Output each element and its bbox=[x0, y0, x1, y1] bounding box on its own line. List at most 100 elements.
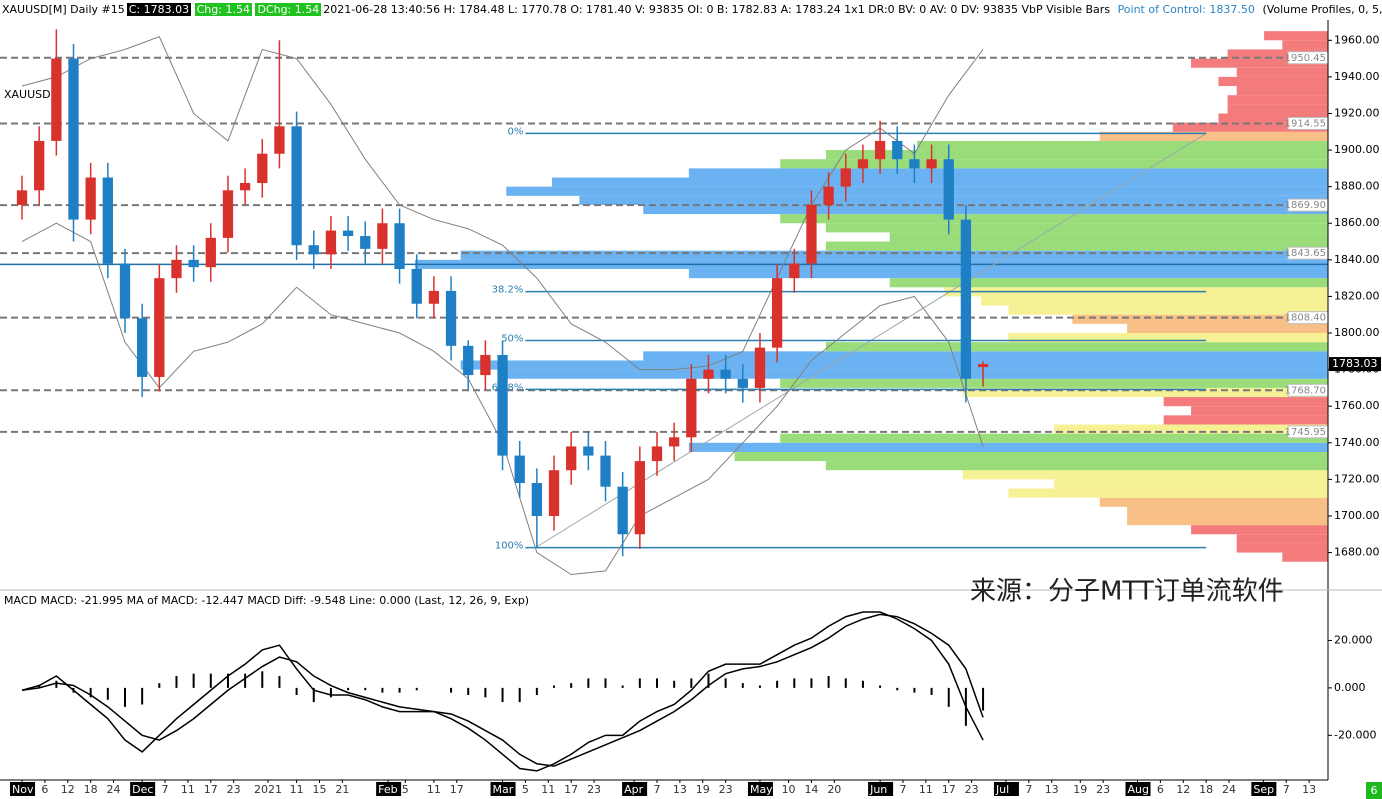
watermark: 来源：分子MTT订单流软件 bbox=[970, 577, 1284, 607]
fib-label: 38.2% bbox=[492, 285, 524, 296]
volume-profile-bar bbox=[1282, 552, 1328, 562]
y-tick-label: 1800.00 bbox=[1334, 326, 1380, 339]
candle-body bbox=[651, 446, 663, 462]
volume-profile-bar bbox=[1218, 113, 1328, 123]
volume-profile-bar bbox=[506, 186, 1328, 196]
candle-body bbox=[137, 318, 148, 377]
volume-profile-bar bbox=[780, 159, 1328, 169]
volume-profile-bar bbox=[1099, 497, 1328, 507]
volume-profile-bar bbox=[1236, 86, 1328, 96]
volume-profile-bar bbox=[1008, 488, 1328, 498]
candle-body bbox=[51, 58, 62, 141]
x-tick-label: 15 bbox=[312, 783, 326, 796]
corner-badge-box bbox=[1366, 782, 1382, 799]
x-month-box bbox=[130, 782, 156, 796]
volume-profile-bar bbox=[825, 461, 1328, 471]
x-tick-label: 6 bbox=[41, 783, 48, 796]
candle-body bbox=[445, 290, 457, 346]
x-tick-label: 14 bbox=[804, 783, 818, 796]
x-tick-label: 23 bbox=[227, 783, 241, 796]
x-tick-label: 10 bbox=[782, 783, 796, 796]
chg-box: Chg: 1.54 bbox=[194, 3, 252, 16]
x-tick-label: 7 bbox=[653, 783, 660, 796]
y-tick-label: 20.000 bbox=[1334, 633, 1373, 646]
candle-body bbox=[480, 354, 491, 376]
candle-body bbox=[943, 159, 954, 220]
x-month-box bbox=[376, 782, 402, 796]
candle-body bbox=[669, 437, 680, 447]
candle-body bbox=[205, 237, 216, 268]
volume-profile-bar bbox=[688, 268, 1328, 279]
x-tick-label: 19 bbox=[696, 783, 710, 796]
level-label: 1808.40 bbox=[1285, 313, 1326, 324]
macd-line bbox=[21, 611, 984, 772]
stats: 2021-06-28 13:40:56 H: 1784.48 L: 1770.7… bbox=[323, 3, 1111, 16]
candle-body bbox=[926, 159, 937, 169]
poc-label: Point of Control: 1837.50 bbox=[1117, 3, 1255, 16]
volume-profile-bar bbox=[780, 214, 1328, 224]
x-tick-label: 23 bbox=[965, 783, 979, 796]
x-tick-label: Aug bbox=[1128, 783, 1149, 796]
level-label: 1843.65 bbox=[1285, 248, 1326, 259]
x-month-box bbox=[1125, 782, 1151, 796]
fib-label: 100% bbox=[495, 541, 524, 552]
x-tick-label: 5 bbox=[522, 783, 529, 796]
volume-profile-bar bbox=[780, 378, 1328, 388]
x-tick-label: 18 bbox=[84, 783, 98, 796]
volume-profile-bar bbox=[825, 223, 1328, 233]
candle-body bbox=[360, 236, 371, 249]
volume-profile-bar bbox=[1127, 323, 1328, 334]
volume-profile-bar bbox=[1191, 58, 1328, 68]
x-tick-label: 17 bbox=[450, 783, 464, 796]
y-tick-label: 1960.00 bbox=[1334, 33, 1380, 46]
candle-body bbox=[737, 378, 748, 388]
candle-body bbox=[119, 263, 131, 319]
volume-profile-bar bbox=[1236, 67, 1328, 77]
x-tick-label: 7 bbox=[1283, 783, 1290, 796]
volume-profile-bar bbox=[1191, 406, 1328, 416]
candle-body bbox=[686, 378, 697, 438]
candle-body bbox=[806, 204, 817, 264]
y-tick-label: 1720.00 bbox=[1334, 472, 1380, 485]
volume-profile-bar bbox=[460, 250, 1328, 260]
x-tick-label: 21 bbox=[335, 783, 349, 796]
x-tick-label: 18 bbox=[1199, 783, 1213, 796]
candle-body bbox=[154, 278, 165, 377]
x-tick-label: 24 bbox=[1222, 783, 1236, 796]
volume-profile-bar bbox=[1163, 397, 1328, 407]
y-tick-label: 1900.00 bbox=[1334, 143, 1380, 156]
volume-profile-bar bbox=[1163, 415, 1328, 425]
study: (Volume Profiles, 0, 5, bbox=[1262, 3, 1382, 16]
volume-profile-bar bbox=[825, 342, 1328, 352]
candle-body bbox=[720, 369, 731, 379]
volume-profile-bar bbox=[1127, 506, 1328, 516]
volume-profile-bar bbox=[1099, 131, 1328, 141]
volume-profile-bar bbox=[981, 296, 1328, 306]
fib-label: 50% bbox=[501, 334, 523, 345]
x-month-box bbox=[10, 782, 36, 796]
candle-body bbox=[463, 345, 474, 376]
volume-profile-bar bbox=[825, 150, 1328, 160]
x-tick-label: 17 bbox=[204, 783, 218, 796]
x-month-box bbox=[993, 782, 1019, 796]
candle-body bbox=[857, 159, 869, 169]
volume-profile-bar bbox=[688, 442, 1328, 452]
candle-body bbox=[789, 263, 800, 279]
candle-body bbox=[583, 446, 594, 456]
candle-body bbox=[394, 223, 405, 269]
volume-profile-bar bbox=[1127, 515, 1328, 526]
volume-profile-bar bbox=[780, 433, 1328, 443]
x-tick-label: 13 bbox=[1302, 783, 1316, 796]
x-tick-label: 5 bbox=[402, 783, 409, 796]
candle-body bbox=[428, 290, 440, 304]
y-tick-label: -20.000 bbox=[1334, 728, 1376, 741]
candle-body bbox=[634, 461, 645, 535]
x-tick-label: 7 bbox=[899, 783, 906, 796]
x-tick-label: Sep bbox=[1253, 783, 1274, 796]
x-tick-label: 20 bbox=[827, 783, 841, 796]
candle-body bbox=[308, 245, 319, 255]
close-box: C: 1783.03 bbox=[126, 3, 192, 16]
x-tick-label: 7 bbox=[162, 783, 169, 796]
candle-body bbox=[600, 455, 611, 487]
